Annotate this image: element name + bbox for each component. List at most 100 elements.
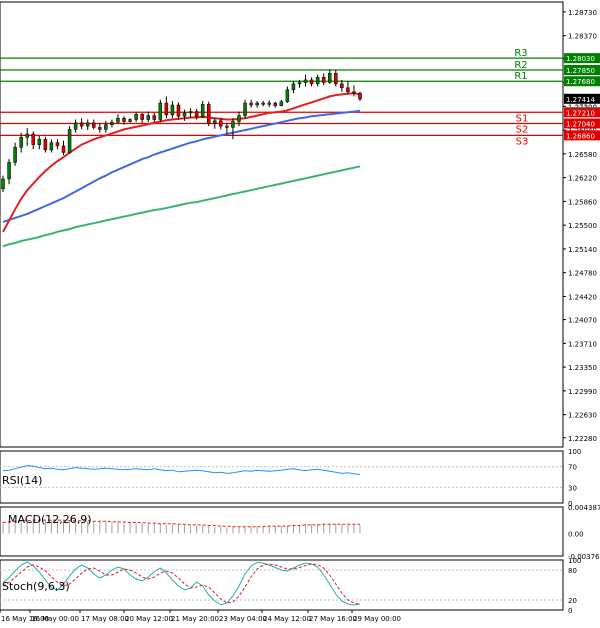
- candle: [297, 79, 302, 88]
- candle: [43, 136, 48, 153]
- candle-body: [19, 137, 23, 148]
- macd-panel: 0.004387 0.00 -0.003769: [0, 504, 600, 561]
- candle-body: [279, 101, 284, 106]
- candle: [104, 120, 108, 133]
- candle-body: [267, 102, 271, 105]
- candle: [176, 102, 181, 120]
- candle: [146, 111, 150, 123]
- candle: [158, 99, 163, 123]
- candle: [334, 70, 338, 87]
- x-tick-label: 20 May 12:00: [125, 615, 173, 623]
- stoch-main-line: [2, 561, 361, 606]
- candle-body: [358, 92, 362, 100]
- candle-body: [31, 133, 36, 145]
- rsi-tick-label: 100: [568, 448, 581, 456]
- candle-body: [170, 104, 175, 116]
- candle: [285, 86, 290, 104]
- support-price-label: 1.27210: [566, 109, 595, 117]
- candle: [225, 122, 229, 135]
- candle: [182, 109, 187, 121]
- candle: [249, 99, 253, 108]
- candle: [128, 118, 132, 123]
- stoch-tick-label: 0: [568, 607, 572, 615]
- candle: [170, 101, 175, 119]
- candle-body: [188, 111, 193, 114]
- candle: [291, 81, 296, 94]
- candle-body: [273, 102, 278, 106]
- candle: [321, 73, 326, 86]
- candle: [13, 142, 17, 166]
- candle-body: [43, 139, 48, 151]
- candle-body: [146, 115, 150, 120]
- candle-body: [219, 120, 223, 127]
- candle: [37, 136, 42, 150]
- candle: [194, 108, 199, 120]
- macd-tick-label: -0.003769: [568, 553, 600, 561]
- resistance-price-label: 1.28030: [566, 55, 595, 63]
- candle: [31, 131, 36, 150]
- candle-body: [194, 111, 199, 118]
- candle: [1, 175, 5, 193]
- candle-body: [243, 102, 247, 116]
- y-tick-label: 1.28730: [568, 9, 597, 17]
- candle-body: [315, 77, 320, 85]
- resistance-label-r1: R1: [514, 71, 527, 82]
- y-tick-label: 1.23710: [568, 340, 597, 348]
- resistance-price-label: 1.27850: [566, 67, 595, 75]
- candle-body: [285, 89, 290, 102]
- candle-body: [128, 119, 132, 122]
- rsi-tick-label: 0: [568, 500, 572, 508]
- candle-body: [37, 139, 42, 145]
- support-label-s2: S2: [516, 124, 529, 135]
- candle-body: [79, 122, 84, 127]
- candle: [213, 118, 217, 129]
- y-tick-label: 1.23350: [568, 364, 597, 372]
- y-tick-label: 1.25140: [568, 246, 597, 254]
- y-tick-label: 1.24780: [568, 270, 597, 278]
- candle-body: [255, 102, 259, 106]
- main-frame: [0, 1, 564, 448]
- candle-body: [309, 79, 314, 85]
- candle-body: [152, 115, 157, 120]
- candle: [164, 96, 169, 119]
- candle-body: [98, 127, 102, 130]
- candle-body: [261, 102, 265, 105]
- candle: [303, 74, 308, 87]
- candle-body: [134, 113, 138, 120]
- x-tick-label: 23 May 04:00: [219, 615, 267, 623]
- candle-body: [206, 104, 211, 124]
- candle-body: [55, 142, 60, 147]
- y-tick-label: 1.25500: [568, 222, 597, 230]
- stoch-tick-label: 80: [568, 567, 577, 575]
- candle: [315, 74, 320, 87]
- candle: [219, 118, 223, 130]
- candle-body: [340, 83, 344, 89]
- candle-body: [67, 129, 72, 153]
- candle: [237, 111, 241, 127]
- candle-body: [237, 115, 241, 122]
- candle: [55, 139, 60, 150]
- candle: [200, 101, 205, 119]
- candle-body: [110, 121, 114, 126]
- candle-body: [200, 104, 205, 118]
- resistance-price-label: 1.27680: [566, 78, 595, 86]
- x-tick-label: 29 May 00:00: [353, 615, 401, 623]
- candle: [140, 112, 144, 123]
- rsi-tick-label: 30: [568, 484, 577, 492]
- candle: [152, 112, 157, 123]
- support-price-tag: [564, 107, 600, 118]
- candle-body: [225, 125, 229, 128]
- rsi-label: RSI(14): [2, 474, 42, 487]
- resistance-price-tag: [564, 53, 600, 64]
- candle: [116, 114, 120, 124]
- candle: [7, 159, 11, 185]
- support-price-tag: [564, 130, 600, 141]
- candle-body: [122, 117, 126, 122]
- candle: [67, 126, 72, 154]
- candle-body: [327, 73, 332, 83]
- candle-body: [346, 87, 350, 93]
- candle-body: [297, 82, 302, 85]
- resistance-price-tag: [564, 76, 600, 87]
- y-tick-label: 1.26220: [568, 175, 597, 183]
